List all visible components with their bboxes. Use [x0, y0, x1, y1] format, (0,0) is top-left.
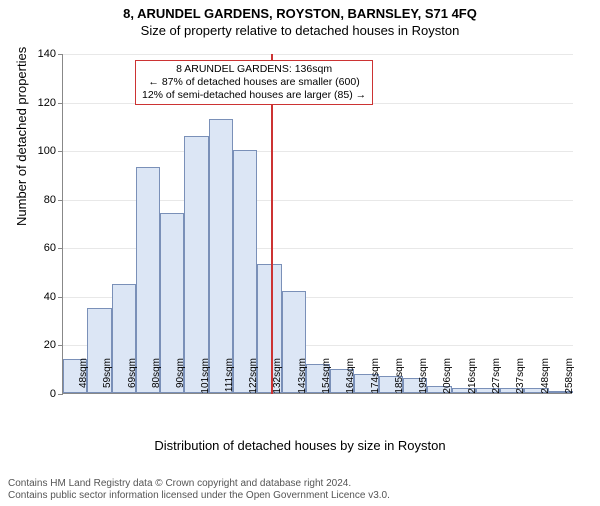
- xtick-label: 237sqm: [515, 358, 526, 398]
- ytick-label: 40: [16, 291, 56, 303]
- annotation-line: ← 87% of detached houses are smaller (60…: [142, 76, 366, 89]
- plot-region: 48sqm59sqm69sqm80sqm90sqm101sqm111sqm122…: [62, 54, 572, 394]
- ytick-label: 60: [16, 242, 56, 254]
- ytick-label: 20: [16, 339, 56, 351]
- histogram-bar: [233, 150, 257, 393]
- ytick-mark: [58, 151, 63, 152]
- annotation-line: 12% of semi-detached houses are larger (…: [142, 89, 366, 102]
- gridline: [63, 54, 573, 55]
- footer-line2: Contains public sector information licen…: [8, 490, 390, 502]
- xtick-label: 111sqm: [224, 358, 235, 398]
- ytick-label: 120: [16, 97, 56, 109]
- xtick-label: 227sqm: [491, 358, 502, 398]
- xtick-label: 69sqm: [127, 358, 138, 398]
- chart-area: 48sqm 59sqm 69sqm 80sqm 90sqm 101sqm 111sqm 122…: [62, 54, 572, 424]
- xtick-label: 143sqm: [297, 358, 308, 398]
- xtick-label: 248sqm: [540, 358, 551, 398]
- annotation-box: 8 ARUNDEL GARDENS: 136sqm← 87% of detach…: [135, 60, 373, 105]
- chart-title: 8, ARUNDEL GARDENS, ROYSTON, BARNSLEY, S…: [0, 6, 600, 21]
- x-axis-label: Distribution of detached houses by size …: [0, 438, 600, 453]
- xtick-label: 195sqm: [418, 358, 429, 398]
- histogram-bar: [209, 119, 233, 393]
- ytick-label: 0: [16, 388, 56, 400]
- xtick-label: 185sqm: [394, 358, 405, 398]
- chart-subtitle: Size of property relative to detached ho…: [0, 23, 600, 38]
- ytick-mark: [58, 345, 63, 346]
- xtick-label: 154sqm: [321, 358, 332, 398]
- ytick-label: 80: [16, 194, 56, 206]
- xtick-label: 206sqm: [442, 358, 453, 398]
- ytick-mark: [58, 200, 63, 201]
- xtick-label: 258sqm: [564, 358, 575, 398]
- ytick-label: 140: [16, 48, 56, 60]
- xtick-label: 80sqm: [151, 358, 162, 398]
- ytick-mark: [58, 394, 63, 395]
- ytick-mark: [58, 54, 63, 55]
- xtick-label: 132sqm: [272, 358, 283, 398]
- xtick-label: 90sqm: [175, 358, 186, 398]
- xtick-label: 48sqm: [78, 358, 89, 398]
- xtick-label: 164sqm: [345, 358, 356, 398]
- histogram-bar: [184, 136, 208, 393]
- footer-line1: Contains HM Land Registry data © Crown c…: [8, 478, 390, 490]
- xtick-label: 174sqm: [370, 358, 381, 398]
- annotation-line: 8 ARUNDEL GARDENS: 136sqm: [142, 63, 366, 76]
- xtick-label: 122sqm: [248, 358, 259, 398]
- xtick-label: 101sqm: [200, 358, 211, 398]
- footer-attribution: Contains HM Land Registry data © Crown c…: [8, 478, 390, 502]
- ytick-mark: [58, 103, 63, 104]
- gridline: [63, 151, 573, 152]
- ytick-mark: [58, 297, 63, 298]
- ytick-mark: [58, 248, 63, 249]
- xtick-label: 59sqm: [102, 358, 113, 398]
- ytick-label: 100: [16, 145, 56, 157]
- xtick-label: 216sqm: [467, 358, 478, 398]
